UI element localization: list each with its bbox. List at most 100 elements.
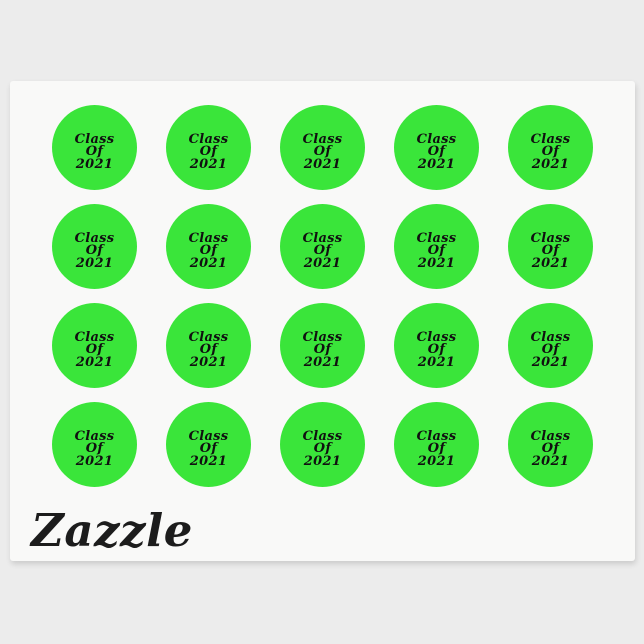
sticker-line-1: Class [188,428,229,444]
round-sticker: Class Of 2021 [280,303,365,388]
round-sticker: Class Of 2021 [508,105,593,190]
sticker-line-2: Of [541,144,560,160]
sticker-line-2: Of [427,243,446,259]
round-sticker: Class Of 2021 [166,204,251,289]
round-sticker: Class Of 2021 [394,105,479,190]
round-sticker: Class Of 2021 [52,402,137,487]
sticker-line-3: 2021 [189,354,228,370]
round-sticker: Class Of 2021 [166,105,251,190]
sticker-line-3: 2021 [417,453,456,469]
sticker-text: Class Of 2021 [416,230,457,271]
sticker-line-1: Class [302,428,343,444]
sticker-text: Class Of 2021 [74,230,115,271]
sticker-line-3: 2021 [303,156,342,172]
sticker-line-3: 2021 [303,255,342,271]
sticker-line-2: Of [85,441,104,457]
sticker-line-1: Class [530,131,571,147]
sticker-line-1: Class [302,230,343,246]
sticker-text: Class Of 2021 [302,131,343,172]
round-sticker: Class Of 2021 [508,204,593,289]
sticker-line-3: 2021 [189,453,228,469]
round-sticker: Class Of 2021 [394,303,479,388]
sticker-line-2: Of [427,144,446,160]
sticker-line-1: Class [530,329,571,345]
round-sticker: Class Of 2021 [280,402,365,487]
sticker-text: Class Of 2021 [530,329,571,370]
sticker-line-1: Class [302,131,343,147]
sticker-line-3: 2021 [303,453,342,469]
sticker-line-2: Of [199,243,218,259]
round-sticker: Class Of 2021 [280,204,365,289]
sticker-line-2: Of [541,342,560,358]
sticker-line-2: Of [85,144,104,160]
sticker-line-2: Of [313,441,332,457]
sticker-line-1: Class [416,131,457,147]
sticker-line-3: 2021 [531,453,570,469]
sticker-line-2: Of [199,144,218,160]
sticker-grid: Class Of 2021 Class Of 2021 Class Of 202… [52,105,593,487]
sticker-text: Class Of 2021 [188,230,229,271]
sticker-line-3: 2021 [417,156,456,172]
sticker-line-1: Class [74,230,115,246]
sticker-text: Class Of 2021 [188,329,229,370]
round-sticker: Class Of 2021 [166,303,251,388]
sticker-line-1: Class [416,428,457,444]
round-sticker: Class Of 2021 [394,402,479,487]
sticker-line-1: Class [188,230,229,246]
sticker-line-3: 2021 [531,156,570,172]
zazzle-logo: Zazzle [31,504,193,557]
round-sticker: Class Of 2021 [394,204,479,289]
sticker-text: Class Of 2021 [74,131,115,172]
sticker-line-2: Of [199,342,218,358]
sticker-text: Class Of 2021 [189,133,229,172]
round-sticker: Class Of 2021 [166,402,251,487]
sticker-line-3: 2021 [75,255,114,271]
sticker-line-1: Class [530,428,571,444]
sticker-line-2: Of [541,441,560,457]
sticker-text: Class Of 2021 [302,230,343,271]
sticker-line-3: 2021 [531,255,570,271]
sticker-line-3: 2021 [189,156,228,172]
sticker-line-3: 2021 [417,255,456,271]
sticker-sheet: Class Of 2021 Class Of 2021 Class Of 202… [10,81,635,561]
sticker-line-1: Class [530,230,571,246]
sticker-line-3: 2021 [75,156,114,172]
sticker-line-3: 2021 [303,354,342,370]
round-sticker: Class Of 2021 [52,105,137,190]
sticker-line-3: 2021 [531,354,570,370]
sticker-line-2: Of [85,342,104,358]
sticker-line-1: Class [302,329,343,345]
sticker-line-1: Class [74,131,115,147]
sticker-text: Class Of 2021 [188,428,229,469]
sticker-line-2: Of [199,441,218,457]
round-sticker: Class Of 2021 [508,303,593,388]
sticker-line-2: Of [313,144,332,160]
sticker-text: Class Of 2021 [530,131,571,172]
round-sticker: Class Of 2021 [52,303,137,388]
sticker-text: Class Of 2021 [416,131,457,172]
sticker-text: Class Of 2021 [416,428,457,469]
sticker-text: Class Of 2021 [530,230,571,271]
sticker-line-3: 2021 [75,453,114,469]
sticker-line-2: Of [85,243,104,259]
sticker-line-1: Class [416,230,457,246]
round-sticker: Class Of 2021 [52,204,137,289]
sticker-line-1: Class [188,329,229,345]
sticker-line-3: 2021 [75,354,114,370]
sticker-line-2: Of [313,342,332,358]
sticker-text: Class Of 2021 [416,329,457,370]
sticker-line-2: Of [427,342,446,358]
sticker-text: Class Of 2021 [74,329,115,370]
sticker-line-3: 2021 [189,255,228,271]
sticker-text: Class Of 2021 [302,428,343,469]
sticker-line-1: Class [74,329,115,345]
sticker-line-2: Of [541,243,560,259]
sticker-text: Class Of 2021 [302,329,343,370]
sticker-text: Class Of 2021 [75,430,115,469]
sticker-line-1: Class [416,329,457,345]
sticker-line-2: Of [427,441,446,457]
round-sticker: Class Of 2021 [508,402,593,487]
sticker-text: Class Of 2021 [530,428,571,469]
round-sticker: Class Of 2021 [280,105,365,190]
